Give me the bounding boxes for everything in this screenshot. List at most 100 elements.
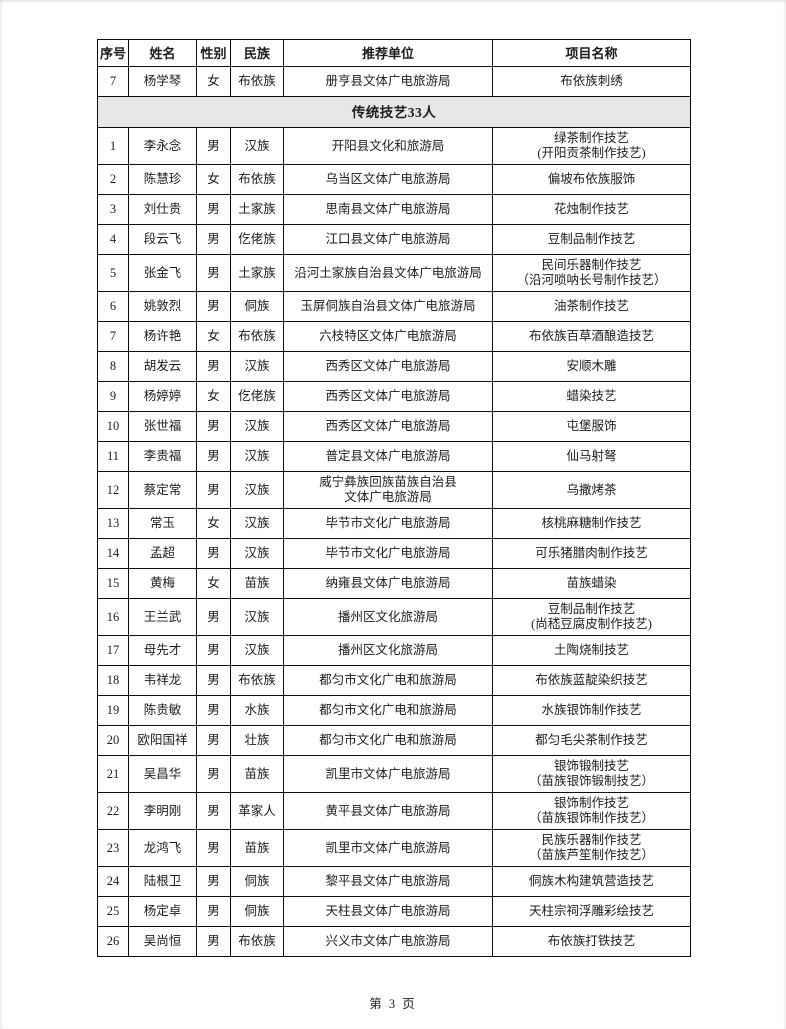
cell-name: 杨定卓 — [128, 896, 197, 927]
cell-seq: 11 — [97, 441, 129, 472]
cell-project-name: 布依族百草酒酿造技艺 — [492, 321, 691, 352]
table-row: 5 张金飞男土家族 沿河土家族自治县文体广电旅游局 民间乐器制作技艺 （沿河唢呐长号制… — [97, 254, 691, 292]
cell-gender: 男 — [196, 538, 231, 569]
cell-name: 姚敦烈 — [128, 291, 197, 322]
cell-gender: 女 — [196, 164, 231, 195]
cell-name: 杨许艳 — [128, 321, 197, 352]
cell-name: 李永念 — [128, 127, 197, 165]
table-row: 3 刘仕贵男土家族 思南县文体广电旅游局 花烛制作技艺 — [97, 194, 691, 225]
cell-project-name: 安顺木雕 — [492, 351, 691, 382]
cell-seq: 18 — [97, 665, 129, 696]
cell-seq: 23 — [97, 829, 129, 867]
column-header-seq: 序号 — [97, 39, 129, 67]
cell-ethnicity: 汉族 — [230, 508, 284, 539]
cell-project-name: 民族乐器制作技艺 （苗族芦笙制作技艺） — [492, 829, 691, 867]
table-row: 26 吴尚恒男布依族 兴义市文体广电旅游局 布依族打铁技艺 — [97, 926, 691, 957]
table-row: 21 吴昌华男苗族 凯里市文体广电旅游局 银饰锻制技艺 （苗族银饰锻制技艺） — [97, 755, 691, 793]
cell-gender: 女 — [196, 66, 231, 97]
cell-seq: 15 — [97, 568, 129, 599]
cell-ethnicity: 汉族 — [230, 441, 284, 472]
cell-recommending-unit: 六枝特区文体广电旅游局 — [283, 321, 493, 352]
cell-project-name: 侗族木构建筑营造技艺 — [492, 866, 691, 897]
cell-recommending-unit: 毕节市文化广电旅游局 — [283, 538, 493, 569]
table-header-row: 序号 姓名 性别 民族 推荐单位 项目名称 — [97, 39, 691, 67]
cell-ethnicity: 侗族 — [230, 896, 284, 927]
cell-gender: 男 — [196, 598, 231, 636]
cell-project-name: 偏坡布依族服饰 — [492, 164, 691, 195]
cell-seq: 1 — [97, 127, 129, 165]
table-row: 16 王兰武男汉族 播州区文化旅游局 豆制品制作技艺 (尚嵇豆腐皮制作技艺) — [97, 598, 691, 636]
cell-name: 蔡定常 — [128, 471, 197, 509]
cell-seq: 20 — [97, 725, 129, 756]
cell-ethnicity: 侗族 — [230, 291, 284, 322]
cell-seq: 14 — [97, 538, 129, 569]
cell-name: 欧阳国祥 — [128, 725, 197, 756]
cell-project-name: 土陶烧制技艺 — [492, 635, 691, 666]
table-row: 24 陆根卫男侗族 黎平县文体广电旅游局 侗族木构建筑营造技艺 — [97, 866, 691, 897]
table-row: 25 杨定卓男侗族 天柱县文体广电旅游局 天柱宗祠浮雕彩绘技艺 — [97, 896, 691, 927]
cell-recommending-unit: 播州区文化旅游局 — [283, 598, 493, 636]
table-row: 8 胡发云男汉族 西秀区文体广电旅游局 安顺木雕 — [97, 351, 691, 382]
cell-recommending-unit: 册亨县文体广电旅游局 — [283, 66, 493, 97]
cell-recommending-unit: 都匀市文化广电和旅游局 — [283, 725, 493, 756]
cell-gender: 男 — [196, 755, 231, 793]
cell-recommending-unit: 天柱县文体广电旅游局 — [283, 896, 493, 927]
cell-project-name: 核桃麻糖制作技艺 — [492, 508, 691, 539]
cell-gender: 男 — [196, 254, 231, 292]
cell-ethnicity: 苗族 — [230, 755, 284, 793]
table-row: 7 杨许艳女布依族 六枝特区文体广电旅游局 布依族百草酒酿造技艺 — [97, 321, 691, 352]
cell-ethnicity: 汉族 — [230, 538, 284, 569]
column-header-name: 姓名 — [128, 39, 197, 67]
cell-ethnicity: 仡佬族 — [230, 224, 284, 255]
cell-project-name: 银饰制作技艺 （苗族银饰制作技艺） — [492, 792, 691, 830]
cell-project-name: 水族银饰制作技艺 — [492, 695, 691, 726]
cell-recommending-unit: 西秀区文体广电旅游局 — [283, 381, 493, 412]
table-rows-continuation: 7 杨学琴女布依族 册亨县文体广电旅游局 布依族刺绣 — [97, 66, 691, 97]
cell-gender: 男 — [196, 194, 231, 225]
cell-project-name: 民间乐器制作技艺 （沿河唢呐长号制作技艺） — [492, 254, 691, 292]
cell-name: 胡发云 — [128, 351, 197, 382]
cell-name: 孟超 — [128, 538, 197, 569]
cell-name: 张金飞 — [128, 254, 197, 292]
cell-recommending-unit: 兴义市文体广电旅游局 — [283, 926, 493, 957]
cell-gender: 男 — [196, 725, 231, 756]
cell-project-name: 布依族蓝靛染织技艺 — [492, 665, 691, 696]
cell-seq: 12 — [97, 471, 129, 509]
table-rows-main: 1 李永念男汉族 开阳县文化和旅游局 绿茶制作技艺 (开阳贡茶制作技艺) 2 陈慧珍女布依… — [97, 127, 691, 957]
cell-seq: 5 — [97, 254, 129, 292]
cell-ethnicity: 壮族 — [230, 725, 284, 756]
cell-name: 吴尚恒 — [128, 926, 197, 957]
cell-ethnicity: 土家族 — [230, 194, 284, 225]
cell-gender: 男 — [196, 896, 231, 927]
cell-gender: 男 — [196, 291, 231, 322]
cell-ethnicity: 侗族 — [230, 866, 284, 897]
cell-seq: 13 — [97, 508, 129, 539]
cell-name: 张世福 — [128, 411, 197, 442]
cell-recommending-unit: 毕节市文化广电旅游局 — [283, 508, 493, 539]
cell-project-name: 蜡染技艺 — [492, 381, 691, 412]
cell-ethnicity: 仡佬族 — [230, 381, 284, 412]
table-row: 13 常玉女汉族 毕节市文化广电旅游局 核桃麻糖制作技艺 — [97, 508, 691, 539]
cell-recommending-unit: 播州区文化旅游局 — [283, 635, 493, 666]
cell-gender: 女 — [196, 508, 231, 539]
cell-project-name: 屯堡服饰 — [492, 411, 691, 442]
cell-project-name: 豆制品制作技艺 — [492, 224, 691, 255]
cell-project-name: 苗族蜡染 — [492, 568, 691, 599]
table-row: 1 李永念男汉族 开阳县文化和旅游局 绿茶制作技艺 (开阳贡茶制作技艺) — [97, 127, 691, 165]
cell-seq: 24 — [97, 866, 129, 897]
cell-recommending-unit: 黄平县文体广电旅游局 — [283, 792, 493, 830]
cell-recommending-unit: 威宁彝族回族苗族自治县 文体广电旅游局 — [283, 471, 493, 509]
cell-project-name: 乌撒烤茶 — [492, 471, 691, 509]
cell-recommending-unit: 江口县文体广电旅游局 — [283, 224, 493, 255]
cell-project-name: 银饰锻制技艺 （苗族银饰锻制技艺） — [492, 755, 691, 793]
cell-name: 杨婷婷 — [128, 381, 197, 412]
cell-ethnicity: 布依族 — [230, 926, 284, 957]
cell-ethnicity: 汉族 — [230, 471, 284, 509]
cell-seq: 19 — [97, 695, 129, 726]
cell-seq: 10 — [97, 411, 129, 442]
cell-recommending-unit: 普定县文体广电旅游局 — [283, 441, 493, 472]
page-number: 第 3 页 — [369, 997, 417, 1011]
cell-gender: 男 — [196, 635, 231, 666]
cell-project-name: 绿茶制作技艺 (开阳贡茶制作技艺) — [492, 127, 691, 165]
